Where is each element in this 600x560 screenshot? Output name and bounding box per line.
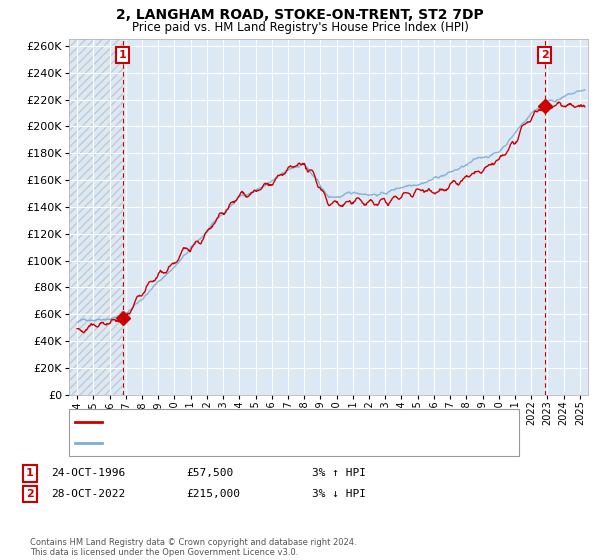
Text: 2, LANGHAM ROAD, STOKE-ON-TRENT, ST2 7DP (detached house): 2, LANGHAM ROAD, STOKE-ON-TRENT, ST2 7DP… [107, 417, 449, 427]
Text: 24-OCT-1996: 24-OCT-1996 [51, 468, 125, 478]
Text: £215,000: £215,000 [186, 489, 240, 499]
Text: HPI: Average price, detached house, Stoke-on-Trent: HPI: Average price, detached house, Stok… [107, 438, 374, 448]
Text: 1: 1 [26, 468, 34, 478]
Text: £57,500: £57,500 [186, 468, 233, 478]
Text: 1: 1 [119, 50, 127, 60]
Text: 2, LANGHAM ROAD, STOKE-ON-TRENT, ST2 7DP: 2, LANGHAM ROAD, STOKE-ON-TRENT, ST2 7DP [116, 8, 484, 22]
Text: Price paid vs. HM Land Registry's House Price Index (HPI): Price paid vs. HM Land Registry's House … [131, 21, 469, 34]
Text: 28-OCT-2022: 28-OCT-2022 [51, 489, 125, 499]
Bar [69, 39, 123, 395]
Text: 2: 2 [26, 489, 34, 499]
Text: 3% ↑ HPI: 3% ↑ HPI [312, 468, 366, 478]
Text: Contains HM Land Registry data © Crown copyright and database right 2024.
This d: Contains HM Land Registry data © Crown c… [30, 538, 356, 557]
Text: 3% ↓ HPI: 3% ↓ HPI [312, 489, 366, 499]
Text: 2: 2 [541, 50, 548, 60]
